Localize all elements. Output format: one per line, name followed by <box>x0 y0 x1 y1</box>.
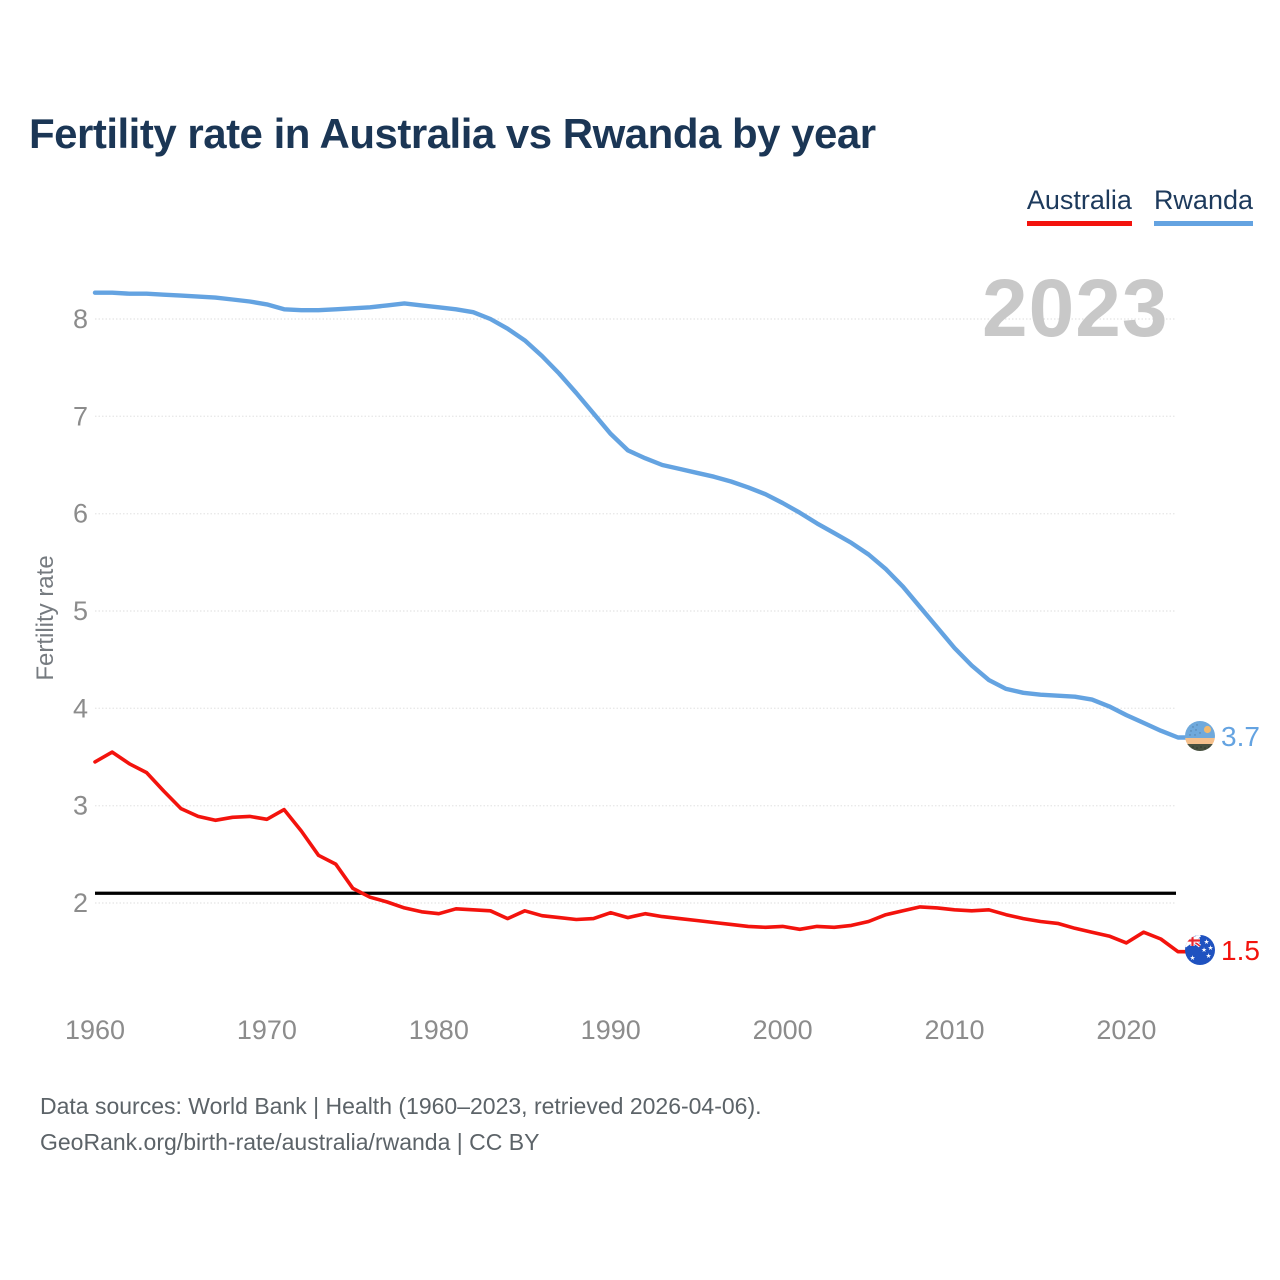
footer-data-sources: Data sources: World Bank | Health (1960–… <box>40 1093 762 1119</box>
y-tick-7: 7 <box>73 401 88 431</box>
year-watermark: 2023 <box>982 263 1169 354</box>
svg-text:★: ★ <box>1206 952 1212 960</box>
rwanda-end-value: 3.7 <box>1221 721 1260 752</box>
australia-end-value: 1.5 <box>1221 935 1260 966</box>
legend-item-australia[interactable]: Australia <box>1026 186 1132 227</box>
x-tick-2020: 2020 <box>1096 1015 1156 1045</box>
series-line-rwanda[interactable] <box>92 290 1189 740</box>
y-tick-3: 3 <box>73 791 88 821</box>
legend: Australia Rwanda <box>1026 186 1253 227</box>
x-tick-1990: 1990 <box>581 1015 641 1045</box>
x-tick-2010: 2010 <box>924 1015 984 1045</box>
svg-text:★: ★ <box>1204 938 1210 946</box>
svg-text:★: ★ <box>1201 946 1207 954</box>
series-line-australia[interactable] <box>93 750 1188 954</box>
australia-flag-icon: ★ ★ ★ ★ ★ <box>1185 935 1215 965</box>
footer-license-url[interactable]: GeoRank.org/birth-rate/australia/rwanda … <box>40 1129 540 1155</box>
x-tick-1960: 1960 <box>65 1015 125 1045</box>
chart-title: Fertility rate in Australia vs Rwanda by… <box>29 110 876 157</box>
y-tick-2: 2 <box>73 888 88 918</box>
svg-text:★: ★ <box>1208 944 1214 952</box>
x-tick-1980: 1980 <box>409 1015 469 1045</box>
legend-item-rwanda[interactable]: Rwanda <box>1153 186 1253 227</box>
y-tick-8: 8 <box>73 304 88 334</box>
x-tick-2000: 2000 <box>753 1015 813 1045</box>
footer-attribution: Data sources: World Bank | Health (1960–… <box>40 1088 762 1160</box>
y-tick-6: 6 <box>73 499 88 529</box>
y-tick-5: 5 <box>73 596 88 626</box>
rwanda-flag-icon <box>1185 721 1215 751</box>
x-tick-1970: 1970 <box>237 1015 297 1045</box>
y-tick-4: 4 <box>73 693 88 723</box>
svg-text:★: ★ <box>1190 954 1196 962</box>
